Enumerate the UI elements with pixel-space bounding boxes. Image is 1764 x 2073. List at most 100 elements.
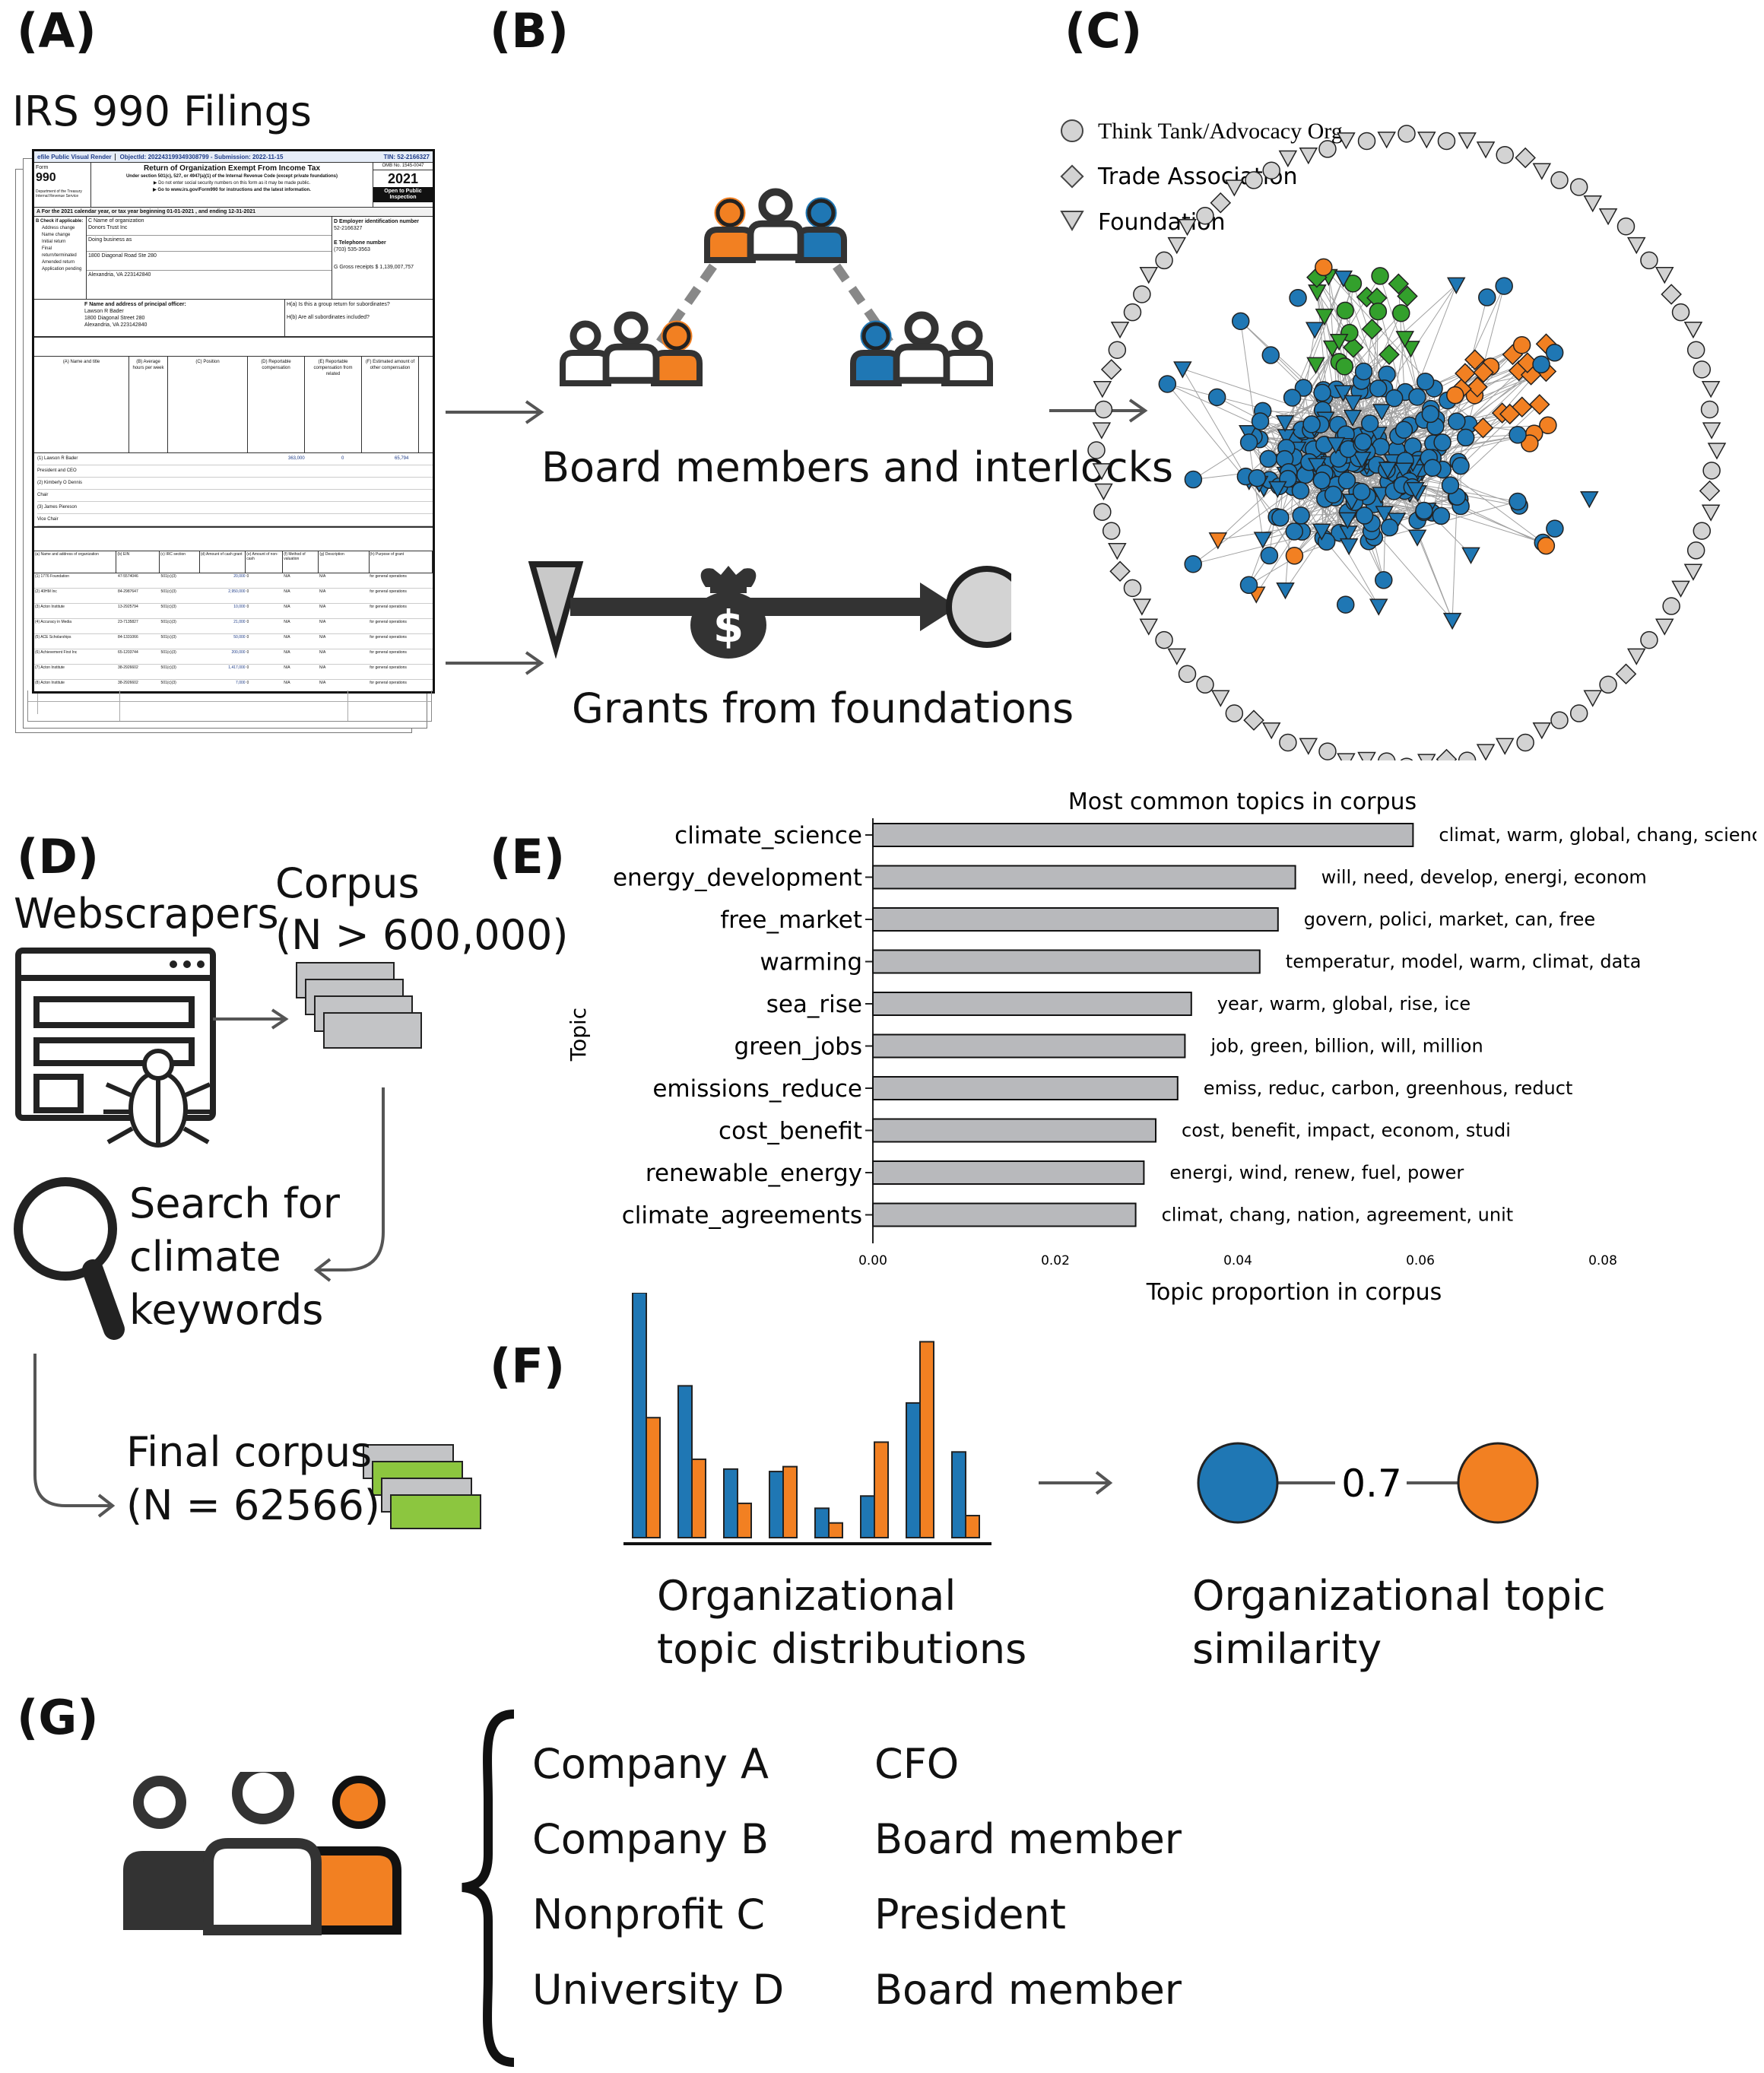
webscrapers-label: Webscrapers [14, 890, 279, 938]
form-grant-cell: N/A [319, 635, 326, 640]
think-tank-node [1343, 409, 1363, 427]
form-year: 2021 [387, 171, 419, 186]
topic-words-label: job, green, billion, will, million [1210, 1036, 1483, 1057]
form-banner: efile Public Visual Render [34, 153, 116, 160]
form-grant-cell: N/A [319, 574, 326, 579]
form-check-item: Final return/terminated [42, 246, 77, 258]
x-tick-label: 0.08 [1588, 1253, 1617, 1268]
think-tank-node [1259, 449, 1277, 468]
outlier-node [1546, 519, 1564, 538]
isolate-node [1093, 503, 1112, 521]
affiliation-role: Board member [874, 1815, 1182, 1863]
topic-bar [872, 865, 1296, 890]
form-grant-cell: 84-2987647 [118, 589, 138, 594]
form-grant-cell: 84-1331066 [118, 635, 138, 640]
think-tank-node [1408, 388, 1426, 406]
form-amount: 0 [341, 456, 344, 461]
think-tank-node [1456, 428, 1475, 447]
think-tank-node [1394, 421, 1413, 440]
form-grant-cell: (3) Acton Institute [35, 605, 65, 609]
form-ha: H(a) Is this a group return for subordin… [287, 302, 390, 307]
isolate-node [1225, 179, 1244, 197]
green-node [1329, 333, 1349, 351]
form-grant-col: (h) Purpose of grant [370, 551, 433, 573]
form-object-id: ObjectId: 202243199349308799 - Submissio… [119, 153, 284, 160]
isolate-node [1178, 665, 1197, 684]
isolate-node [1598, 208, 1618, 226]
form-grant-cell: N/A [319, 589, 326, 594]
right-group-left-person-icon [850, 320, 902, 386]
form-ein-label: D Employer identification number [334, 219, 420, 224]
top-group-right-person-icon [795, 197, 847, 263]
form-grant-cell: 200,000 [231, 650, 246, 655]
think-tank-node [1337, 471, 1356, 490]
isolate-node [1655, 618, 1674, 636]
form-column-header: (B) Average hours per week [129, 357, 168, 452]
x-tick-label: 0.06 [1406, 1253, 1435, 1268]
think-tank-node [1251, 412, 1270, 430]
think-tank-node [1291, 481, 1310, 500]
think-tank-node [1239, 433, 1258, 452]
trade-association-node [1464, 349, 1486, 370]
green-node [1361, 319, 1383, 340]
green-node [1335, 357, 1354, 376]
isolate-node [1196, 675, 1214, 694]
isolate-node [1626, 237, 1646, 255]
form-grant-cell: for general operations [370, 589, 407, 594]
isolate-node [1417, 132, 1436, 149]
topic-words-label: climat, chang, nation, agreement, unit [1162, 1205, 1514, 1226]
affiliation-list: Company A CFO Company B Board member Nonprof… [532, 1740, 1182, 2041]
think-tank-node [1441, 476, 1460, 494]
form-grant-col: (f) Method of valuation [283, 551, 319, 573]
outlier-node [1495, 277, 1513, 295]
trade-association-node [1467, 376, 1488, 398]
isolate-node [1515, 147, 1536, 169]
form-org-name: Donors Trust Inc [88, 225, 128, 230]
think-tank-node [1385, 389, 1404, 408]
isolate-node [1661, 284, 1682, 305]
isolate-node [1278, 150, 1298, 168]
form-person-row: (3) James Piereson [37, 502, 433, 514]
think-tank-node [1378, 462, 1398, 479]
topic-bar [872, 1033, 1186, 1059]
isolate-node [1139, 618, 1159, 636]
corpus-label: Corpus [275, 859, 420, 907]
orange-topic-bar [737, 1502, 752, 1539]
x-tick-label: 0.02 [1041, 1253, 1070, 1268]
outlier-node [1442, 612, 1462, 630]
panel-label-g: (G) [17, 1690, 99, 1745]
outlier-node [1184, 470, 1203, 489]
isolate-node [1707, 443, 1727, 460]
affiliation-row: University D Board member [532, 1966, 1182, 2041]
form-grant-cell: (8) Acton Institute [35, 681, 65, 685]
think-tank-node [1423, 459, 1442, 478]
topic-words-label: govern, polici, market, can, free [1304, 909, 1595, 930]
isolate-node [1108, 543, 1127, 560]
form-hb: H(b) Are all subordinates included? [287, 315, 370, 320]
topic-bar [872, 1076, 1179, 1100]
form-amount: 363,000 [288, 456, 305, 461]
form-grant-cell: N/A [284, 650, 290, 655]
blue-topic-bar [677, 1385, 693, 1538]
isolate-node [1123, 303, 1142, 322]
isolate-node [1640, 630, 1658, 649]
isolate-node [1458, 751, 1477, 760]
interlocks-caption: Board members and interlocks [541, 443, 1174, 491]
isolate-node [1436, 748, 1458, 760]
outlier-node [1253, 532, 1273, 549]
person-dark-icon [123, 1776, 211, 1930]
isolate-node [1279, 733, 1297, 752]
form-gross: G Gross receipts $ 1,139,007,757 [334, 265, 414, 270]
blue-topic-bar [632, 1293, 647, 1538]
form-grant-cols: (a) Name and address of organization (b) … [34, 551, 433, 573]
trade-association-node [1499, 403, 1521, 425]
isolate-node [1123, 579, 1142, 598]
money-bag-icon: $ [690, 566, 766, 659]
outlier-node [1478, 288, 1496, 306]
similarity-value: 0.7 [1341, 1462, 1402, 1506]
affiliation-org: University D [532, 1966, 785, 2014]
think-tank-node [1294, 379, 1313, 397]
left-group-left-person-icon [560, 320, 611, 386]
think-tank-node [1372, 404, 1391, 421]
form-grant-row: (1) 1776 Foundation 47-5574046 501(c)(3) 20… [34, 573, 433, 589]
